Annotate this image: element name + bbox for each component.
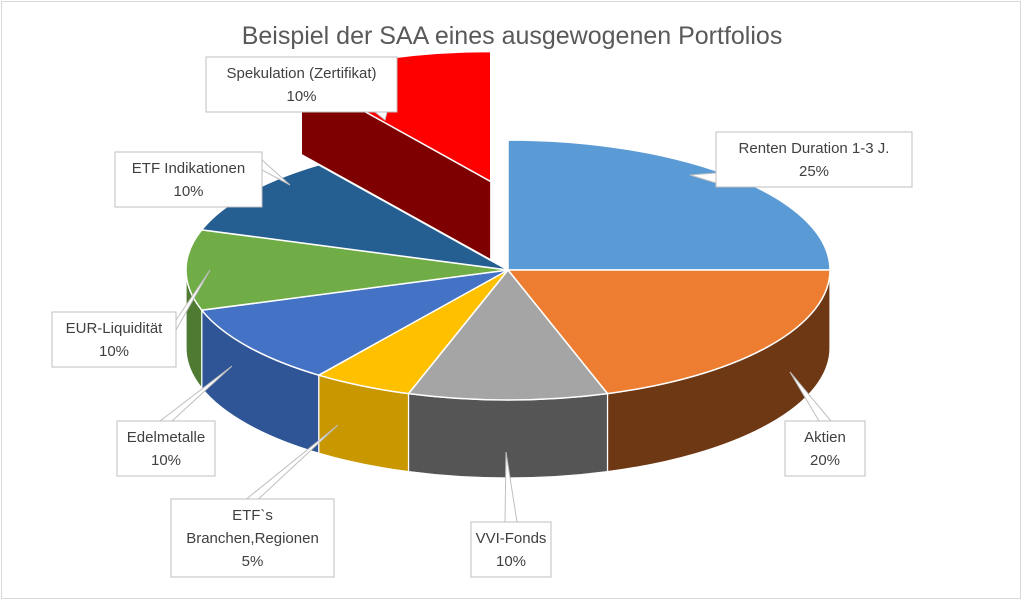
label-category: Renten Duration 1-3 J. bbox=[739, 140, 890, 157]
label-category: Branchen,Regionen bbox=[186, 530, 319, 547]
label-value: 25% bbox=[799, 163, 829, 180]
data-label-2: VVI-Fonds 10% bbox=[470, 451, 552, 578]
label-category: ETF Indikationen bbox=[132, 160, 245, 177]
pie-sides bbox=[185, 51, 831, 479]
label-category: ETF`s bbox=[232, 507, 273, 524]
pie-slice-edelmetalle bbox=[200, 269, 509, 376]
data-label-1: Aktien 20% bbox=[784, 371, 866, 477]
label-value: 10% bbox=[173, 183, 203, 200]
chart-title: Beispiel der SAA eines ausgewogenen Port… bbox=[241, 22, 783, 50]
data-labels: Renten Duration 1-3 J. 25% Aktien 20% VVI-Fo… bbox=[51, 56, 913, 578]
data-label-3: ETF`s Branchen,Regionen 5% bbox=[170, 424, 339, 578]
label-box bbox=[114, 151, 263, 208]
label-box bbox=[784, 420, 866, 477]
label-category: VVI-Fonds bbox=[476, 530, 547, 547]
pie-tops bbox=[185, 50, 831, 401]
label-category: Aktien bbox=[804, 429, 846, 446]
pie-slice-aktien bbox=[506, 269, 831, 395]
label-box bbox=[205, 56, 398, 113]
pie-slice-vvi-fonds bbox=[407, 268, 609, 401]
pie-slice-eur-liquidit-t bbox=[185, 229, 509, 311]
data-label-0: Renten Duration 1-3 J. 25% bbox=[689, 131, 913, 188]
label-box bbox=[116, 420, 216, 477]
label-category: Edelmetalle bbox=[127, 429, 205, 446]
label-value: 10% bbox=[286, 88, 316, 105]
data-label-7: Spekulation (Zertifikat) 10% bbox=[205, 56, 398, 121]
label-value: 20% bbox=[810, 452, 840, 469]
label-value: 10% bbox=[496, 553, 526, 570]
label-category: Spekulation (Zertifikat) bbox=[226, 65, 376, 82]
label-value: 10% bbox=[151, 452, 181, 469]
label-value: 10% bbox=[99, 343, 129, 360]
label-value: 5% bbox=[242, 553, 264, 570]
data-label-4: Edelmetalle 10% bbox=[116, 365, 233, 477]
data-label-5: EUR-Liquidität 10% bbox=[51, 269, 211, 368]
label-category: EUR-Liquidität bbox=[66, 320, 164, 337]
label-box bbox=[51, 311, 177, 368]
data-label-6: ETF Indikationen 10% bbox=[114, 151, 291, 208]
label-box bbox=[470, 521, 552, 578]
label-box bbox=[170, 498, 335, 578]
label-box bbox=[715, 131, 913, 188]
